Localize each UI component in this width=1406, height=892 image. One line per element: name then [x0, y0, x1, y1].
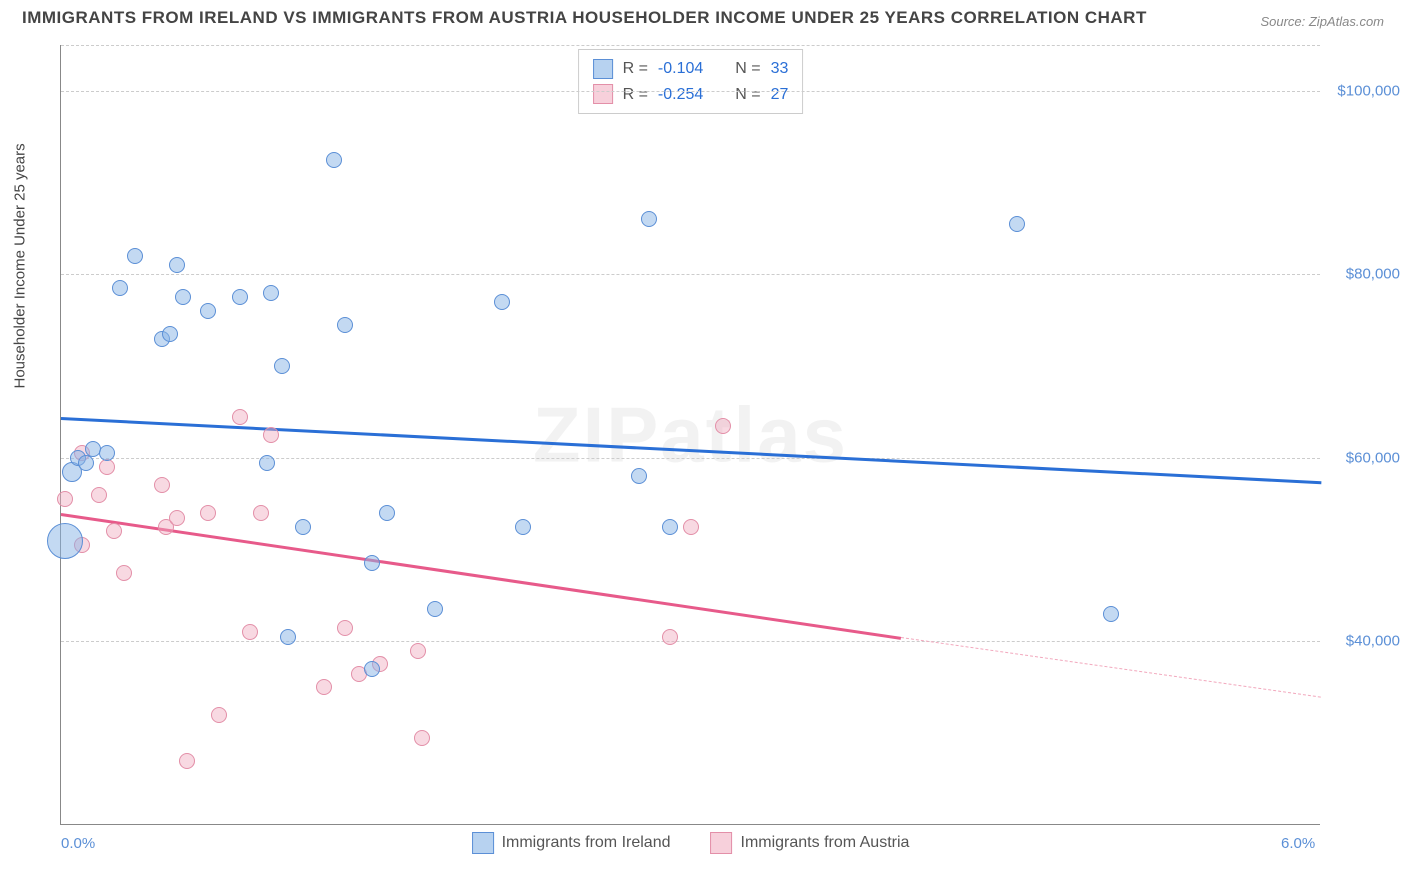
data-point [253, 505, 269, 521]
data-point [715, 418, 731, 434]
data-point [200, 505, 216, 521]
data-point [662, 519, 678, 535]
y-axis-title: Householder Income Under 25 years [12, 143, 29, 388]
data-point [280, 629, 296, 645]
x-tick-label: 6.0% [1281, 835, 1315, 852]
y-tick-label: $80,000 [1325, 266, 1400, 283]
data-point [106, 523, 122, 539]
source-label: Source: ZipAtlas.com [1260, 14, 1384, 29]
series-legend: Immigrants from Ireland Immigrants from A… [472, 832, 910, 854]
legend-item: Immigrants from Austria [711, 832, 910, 854]
watermark: ZIPatlas [533, 389, 848, 480]
legend-label: Immigrants from Austria [741, 834, 910, 852]
data-point [154, 477, 170, 493]
stat-n-label: N = [735, 56, 760, 82]
data-point [57, 491, 73, 507]
stat-n-value: 27 [771, 82, 789, 108]
y-tick-label: $40,000 [1325, 633, 1400, 650]
stat-n-label: N = [735, 82, 760, 108]
gridline [61, 641, 1320, 642]
data-point [259, 455, 275, 471]
data-point [200, 303, 216, 319]
data-point [116, 565, 132, 581]
legend-label: Immigrants from Ireland [502, 834, 671, 852]
data-point [295, 519, 311, 535]
data-point [232, 289, 248, 305]
data-point [1103, 606, 1119, 622]
data-point [410, 643, 426, 659]
trend-line [61, 513, 901, 639]
data-point [175, 289, 191, 305]
data-point [337, 620, 353, 636]
gridline [61, 274, 1320, 275]
data-point [85, 441, 101, 457]
data-point [99, 459, 115, 475]
data-point [326, 152, 342, 168]
data-point [112, 280, 128, 296]
stat-r-value: -0.104 [658, 56, 703, 82]
data-point [274, 358, 290, 374]
data-point [242, 624, 258, 640]
data-point [169, 510, 185, 526]
data-point [364, 555, 380, 571]
gridline [61, 45, 1320, 46]
legend-swatch [593, 59, 613, 79]
stat-row: R = -0.104 N = 33 [593, 56, 789, 82]
data-point [263, 427, 279, 443]
data-point [379, 505, 395, 521]
data-point [364, 661, 380, 677]
data-point [169, 257, 185, 273]
data-point [91, 487, 107, 503]
stat-row: R = -0.254 N = 27 [593, 82, 789, 108]
chart-plot-area: ZIPatlas R =-0.104N =33R =-0.254N =27 Im… [60, 45, 1320, 825]
chart-title: IMMIGRANTS FROM IRELAND VS IMMIGRANTS FR… [22, 8, 1147, 28]
data-point [99, 445, 115, 461]
data-point [47, 523, 83, 559]
data-point [1009, 216, 1025, 232]
legend-swatch [472, 832, 494, 854]
x-tick-label: 0.0% [61, 835, 95, 852]
data-point [127, 248, 143, 264]
data-point [631, 468, 647, 484]
y-tick-label: $100,000 [1325, 82, 1400, 99]
legend-swatch [711, 832, 733, 854]
data-point [494, 294, 510, 310]
stat-n-value: 33 [771, 56, 789, 82]
gridline [61, 91, 1320, 92]
gridline [61, 458, 1320, 459]
data-point [232, 409, 248, 425]
data-point [263, 285, 279, 301]
correlation-stat-box: R = -0.104 N = 33 R = -0.254 N = 27 [578, 49, 804, 114]
data-point [662, 629, 678, 645]
stat-r-label: R = [623, 82, 648, 108]
stat-r-value: -0.254 [658, 82, 703, 108]
data-point [162, 326, 178, 342]
data-point [316, 679, 332, 695]
data-point [179, 753, 195, 769]
data-point [515, 519, 531, 535]
trend-line [61, 417, 1321, 484]
stat-r-label: R = [623, 56, 648, 82]
data-point [211, 707, 227, 723]
data-point [683, 519, 699, 535]
trend-line [901, 637, 1321, 698]
legend-item: Immigrants from Ireland [472, 832, 671, 854]
data-point [78, 455, 94, 471]
y-tick-label: $60,000 [1325, 449, 1400, 466]
legend-swatch [593, 84, 613, 104]
data-point [427, 601, 443, 617]
data-point [641, 211, 657, 227]
data-point [414, 730, 430, 746]
data-point [337, 317, 353, 333]
